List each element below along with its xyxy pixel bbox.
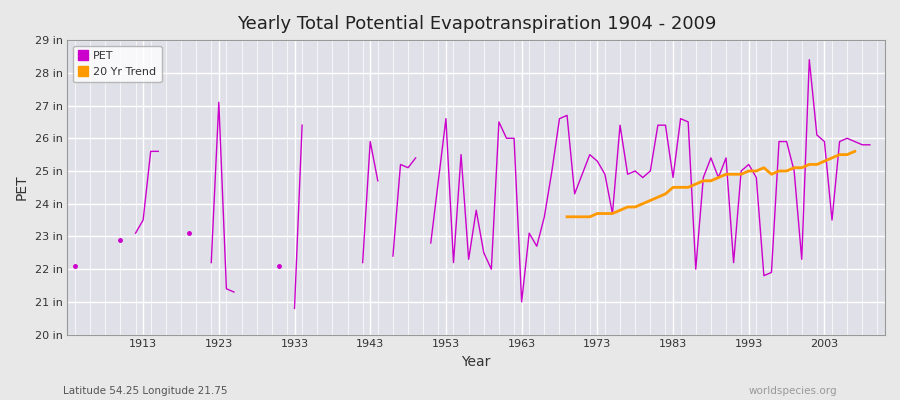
Title: Yearly Total Potential Evapotranspiration 1904 - 2009: Yearly Total Potential Evapotranspiratio… bbox=[237, 15, 716, 33]
Legend: PET, 20 Yr Trend: PET, 20 Yr Trend bbox=[73, 46, 162, 82]
X-axis label: Year: Year bbox=[462, 355, 490, 369]
Y-axis label: PET: PET bbox=[15, 174, 29, 200]
Text: Latitude 54.25 Longitude 21.75: Latitude 54.25 Longitude 21.75 bbox=[63, 386, 228, 396]
Text: worldspecies.org: worldspecies.org bbox=[749, 386, 837, 396]
